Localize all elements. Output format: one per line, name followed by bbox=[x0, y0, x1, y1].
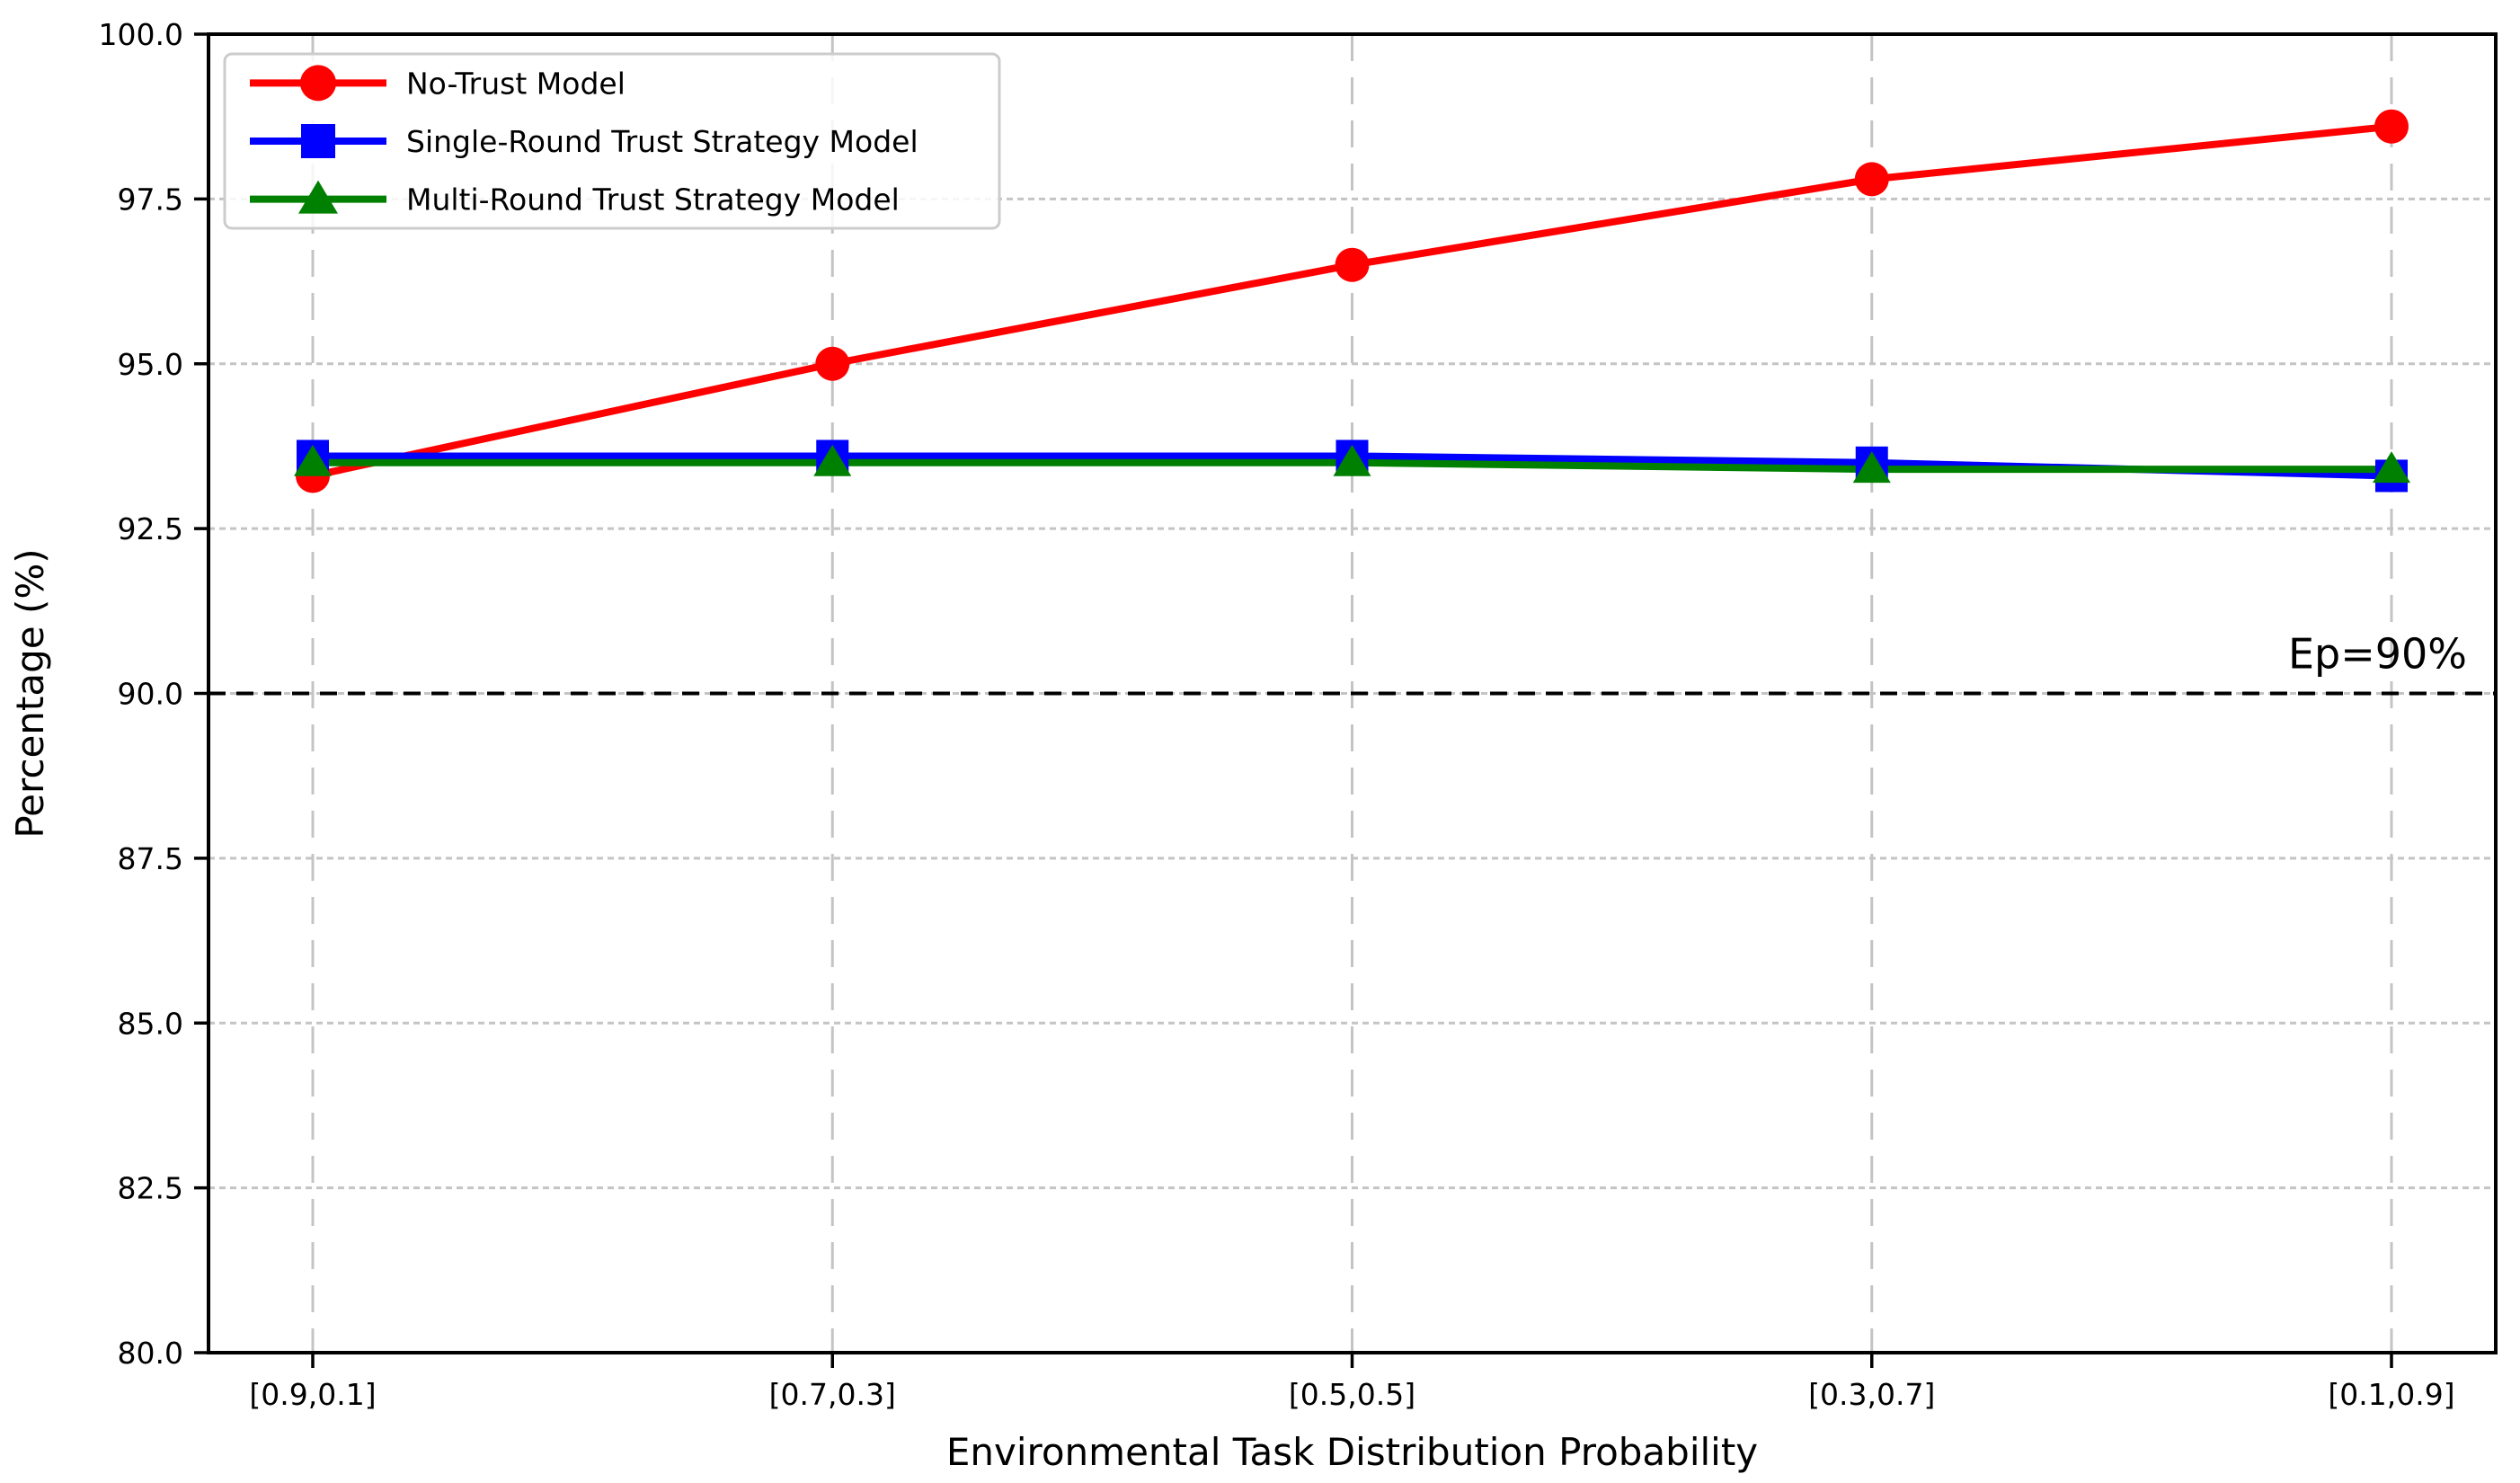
data-point-marker-multi-round-trust-strategy-model bbox=[813, 444, 852, 476]
reference-line-label: Ep=90% bbox=[2288, 630, 2467, 679]
data-point-marker-no-trust-model bbox=[815, 346, 850, 381]
y-axis-title: Percentage (%) bbox=[8, 548, 52, 838]
y-tick-label: 80.0 bbox=[118, 1336, 183, 1371]
legend-label: No-Trust Model bbox=[406, 66, 626, 101]
x-axis-title: Environmental Task Distribution Probabil… bbox=[946, 1430, 1758, 1474]
x-tick-label: [0.5,0.5] bbox=[1289, 1377, 1415, 1412]
data-point-marker-multi-round-trust-strategy-model bbox=[1852, 451, 1891, 484]
x-tick-label: [0.9,0.1] bbox=[249, 1377, 376, 1412]
data-point-marker-no-trust-model bbox=[1854, 162, 1889, 197]
y-tick-label: 97.5 bbox=[118, 182, 183, 217]
legend-label: Multi-Round Trust Strategy Model bbox=[406, 182, 900, 218]
data-point-marker-no-trust-model bbox=[1335, 247, 1370, 282]
x-tick-label: [0.1,0.9] bbox=[2328, 1377, 2454, 1412]
y-tick-label: 95.0 bbox=[118, 347, 183, 382]
legend-item: Single-Round Trust Strategy Model bbox=[250, 124, 918, 159]
legend-square-marker-icon bbox=[301, 124, 335, 158]
y-tick-label: 90.0 bbox=[118, 677, 183, 712]
legend-circle-marker-icon bbox=[300, 65, 336, 102]
legend-triangle-marker-icon bbox=[298, 180, 338, 214]
data-point-marker-multi-round-trust-strategy-model bbox=[2373, 451, 2410, 484]
legend-box bbox=[223, 52, 1001, 230]
y-tick-label: 100.0 bbox=[99, 17, 183, 52]
legend-item: Multi-Round Trust Strategy Model bbox=[250, 180, 900, 218]
data-point-marker-multi-round-trust-strategy-model bbox=[1333, 444, 1371, 476]
y-tick-label: 85.0 bbox=[118, 1006, 183, 1041]
data-point-marker-multi-round-trust-strategy-model bbox=[294, 444, 332, 476]
x-tick-label: [0.3,0.7] bbox=[1808, 1377, 1935, 1412]
legend-item: No-Trust Model bbox=[250, 65, 626, 102]
legend: No-Trust Model Single-Round Trust Strateg… bbox=[223, 52, 1001, 230]
y-tick-label: 87.5 bbox=[118, 841, 183, 876]
y-tick-label: 92.5 bbox=[118, 511, 183, 546]
data-point-marker-no-trust-model bbox=[2374, 109, 2409, 144]
y-tick-label: 82.5 bbox=[118, 1171, 183, 1206]
legend-label: Single-Round Trust Strategy Model bbox=[406, 124, 918, 159]
x-tick-label: [0.7,0.3] bbox=[769, 1377, 896, 1412]
